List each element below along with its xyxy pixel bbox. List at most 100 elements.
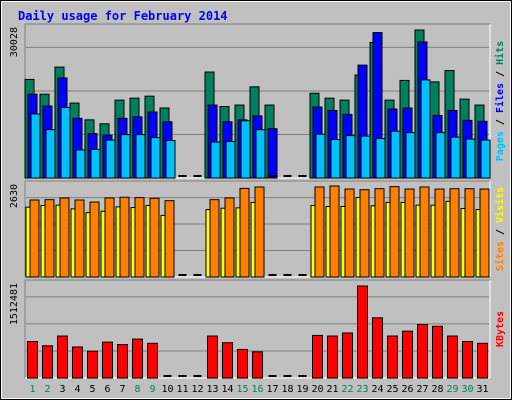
legend-part-1: / xyxy=(495,223,506,241)
bar-pages-day-7 xyxy=(120,134,131,179)
x-label-day-7: 7 xyxy=(119,384,125,395)
bar-kbytes-day-31 xyxy=(477,342,488,379)
legend-part-2: Files xyxy=(494,83,506,113)
bar-kbytes-day-20 xyxy=(312,334,323,379)
x-label-day-8: 8 xyxy=(134,384,140,395)
bar-sites-day-28 xyxy=(434,188,445,278)
x-label-day-29: 29 xyxy=(446,384,458,395)
bar-sites-day-3 xyxy=(59,197,70,278)
series-pages xyxy=(30,79,491,179)
bar-pages-day-31 xyxy=(480,139,491,179)
bar-sites-day-22 xyxy=(344,188,355,278)
bar-pages-day-8 xyxy=(135,134,146,179)
panel-3: 1512481 KBytes xyxy=(9,279,506,379)
y-max-label: 1512481 xyxy=(9,283,20,325)
chart-title: Daily usage for February 2014 xyxy=(18,9,228,23)
x-label-day-10: 10 xyxy=(161,384,173,395)
bar-sites-day-26 xyxy=(404,188,415,278)
bar-pages-day-16 xyxy=(255,129,266,179)
bar-sites-day-23 xyxy=(359,189,370,278)
x-label-day-31: 31 xyxy=(476,384,488,395)
bar-sites-day-30 xyxy=(464,188,475,278)
bar-kbytes-day-26 xyxy=(402,330,413,379)
bar-kbytes-day-15 xyxy=(237,348,248,379)
bar-sites-day-2 xyxy=(44,199,55,278)
bar-kbytes-day-28 xyxy=(432,325,443,379)
legend-part-0: Sites xyxy=(494,241,506,271)
legend-part-0: KBytes xyxy=(495,311,506,347)
x-label-day-1: 1 xyxy=(29,384,35,395)
bar-sites-day-1 xyxy=(29,199,40,278)
x-label-day-4: 4 xyxy=(74,384,80,395)
x-label-day-14: 14 xyxy=(221,384,233,395)
panel-legend: Sites / Visits xyxy=(494,187,506,271)
x-label-day-22: 22 xyxy=(341,384,353,395)
bar-sites-day-20 xyxy=(314,186,325,278)
bar-pages-day-30 xyxy=(465,138,476,179)
bar-pages-day-28 xyxy=(435,132,446,179)
series-sites xyxy=(29,185,490,278)
bar-pages-day-21 xyxy=(330,139,341,179)
bar-sites-day-8 xyxy=(134,197,145,278)
bar-sites-day-7 xyxy=(119,196,130,278)
bar-kbytes-day-2 xyxy=(42,345,53,379)
bar-kbytes-day-5 xyxy=(87,350,98,379)
x-label-day-23: 23 xyxy=(356,384,368,395)
bar-kbytes-day-6 xyxy=(102,341,113,379)
bar-sites-day-29 xyxy=(449,188,460,278)
x-label-day-19: 19 xyxy=(296,384,308,395)
bar-kbytes-day-14 xyxy=(222,342,233,379)
x-label-day-30: 30 xyxy=(461,384,473,395)
y-max-label: 30028 xyxy=(9,27,20,57)
y-max-label: 2630 xyxy=(9,184,20,208)
bar-kbytes-day-13 xyxy=(207,335,218,379)
bar-kbytes-day-4 xyxy=(72,346,83,379)
bar-pages-day-27 xyxy=(420,79,431,179)
bar-sites-day-5 xyxy=(89,201,100,278)
bar-kbytes-day-29 xyxy=(447,335,458,379)
bar-pages-day-23 xyxy=(360,135,371,179)
x-label-day-28: 28 xyxy=(431,384,443,395)
bar-kbytes-day-25 xyxy=(387,335,398,379)
legend-part-1: / xyxy=(495,113,506,131)
bar-sites-day-9 xyxy=(149,197,160,278)
bar-pages-day-2 xyxy=(45,129,56,179)
legend-part-4: Hits xyxy=(494,41,506,65)
bar-sites-day-13 xyxy=(209,199,220,278)
bar-pages-day-13 xyxy=(210,141,221,179)
x-axis-day-labels: 1 2 3 4 5 6 7 8 9 10 11 12 13 14 15 16 17 18 19 20 21 22 23 24 2… xyxy=(29,384,488,395)
x-label-day-25: 25 xyxy=(386,384,398,395)
bar-pages-day-14 xyxy=(225,141,236,179)
x-label-day-2: 2 xyxy=(44,384,50,395)
bar-sites-day-27 xyxy=(419,186,430,278)
x-label-day-20: 20 xyxy=(311,384,323,395)
x-label-day-13: 13 xyxy=(206,384,218,395)
bar-files-day-17 xyxy=(267,128,278,179)
panel-2: 2630 Sites / Visits xyxy=(9,180,506,278)
bar-kbytes-day-8 xyxy=(132,338,143,379)
bar-pages-day-1 xyxy=(30,113,41,179)
bar-pages-day-4 xyxy=(75,149,86,179)
bar-kbytes-day-22 xyxy=(342,332,353,379)
x-label-day-3: 3 xyxy=(59,384,65,395)
bar-sites-day-6 xyxy=(104,197,115,278)
bar-kbytes-day-30 xyxy=(462,341,473,379)
x-label-day-15: 15 xyxy=(236,384,248,395)
bar-sites-day-14 xyxy=(224,197,235,278)
x-label-day-5: 5 xyxy=(89,384,95,395)
bar-pages-day-6 xyxy=(105,139,116,179)
x-label-day-12: 12 xyxy=(191,384,203,395)
chart-panels: 30028 Pages / Files / Hits 2630 Sites / Vis… xyxy=(9,23,506,379)
x-label-day-11: 11 xyxy=(176,384,188,395)
panel-1: 30028 Pages / Files / Hits xyxy=(9,23,506,179)
bar-pages-day-24 xyxy=(375,138,386,179)
bar-sites-day-31 xyxy=(479,188,490,278)
panel-legend: Pages / Files / Hits xyxy=(494,41,506,161)
x-label-day-16: 16 xyxy=(251,384,263,395)
x-label-day-9: 9 xyxy=(149,384,155,395)
x-label-day-6: 6 xyxy=(104,384,110,395)
x-label-day-27: 27 xyxy=(416,384,428,395)
bar-sites-day-25 xyxy=(389,186,400,278)
